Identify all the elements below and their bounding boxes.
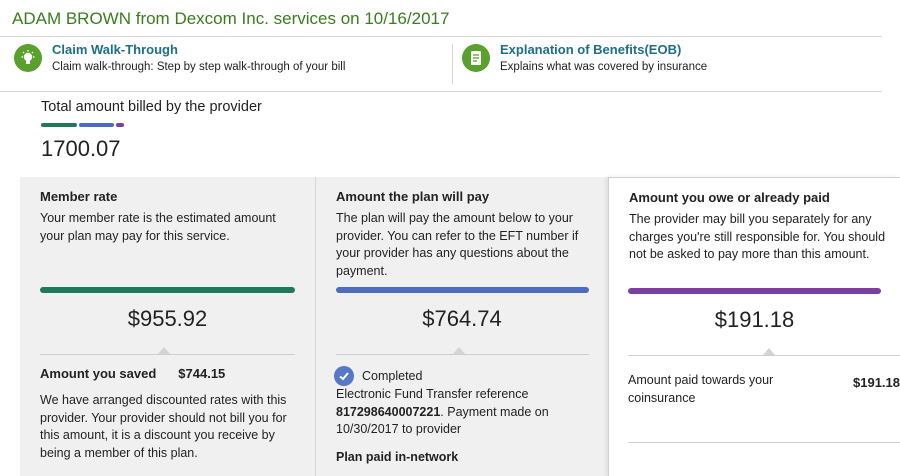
owe-amount: $191.18	[714, 307, 795, 332]
eft-reference: 817298640007221	[336, 404, 441, 419]
lightbulb-icon	[14, 44, 42, 72]
checkmark-icon	[334, 366, 354, 386]
page-title: ADAM BROWN from Dexcom Inc. services on …	[12, 9, 450, 28]
divider	[452, 44, 453, 84]
owe-bar	[628, 288, 881, 294]
document-icon	[462, 44, 490, 72]
eft-prefix: Electronic Fund Transfer reference	[336, 387, 529, 401]
plan-pay-amount: $764.74	[422, 306, 502, 331]
divider	[0, 36, 882, 37]
billed-breakdown-bars	[41, 123, 124, 127]
divider	[0, 91, 882, 92]
divider	[40, 354, 295, 355]
member-rate-desc: Your member rate is the estimated amount…	[40, 211, 276, 243]
eob-link[interactable]: Explanation of Benefits(EOB) Explains wh…	[462, 42, 707, 88]
network-status: Plan paid in-network	[336, 450, 459, 464]
owe-desc: The provider may bill you separately for…	[629, 212, 886, 261]
eob-title[interactable]: Explanation of Benefits(EOB)	[500, 42, 682, 57]
amount-saved-row: Amount you saved $744.15	[40, 366, 295, 381]
eft-suffix: . Payment made on 10/30/2017 to provider	[336, 404, 549, 437]
member-rate-column: Member rate Your member rate is the esti…	[20, 177, 315, 476]
plan-pay-desc: The plan will pay the amount below to yo…	[336, 211, 579, 278]
member-rate-mini-bar	[41, 123, 77, 127]
claim-walkthrough-desc: Claim walk-through: Step by step walk-th…	[52, 61, 346, 73]
divider	[628, 442, 900, 443]
plan-pay-heading: Amount the plan will pay	[336, 189, 490, 204]
owe-heading: Amount you owe or already paid	[629, 190, 830, 205]
divider	[336, 354, 589, 355]
claim-walkthrough-link[interactable]: Claim Walk-Through Claim walk-through: S…	[14, 42, 345, 88]
caret-up-icon	[763, 348, 775, 355]
cost-breakdown: Member rate Your member rate is the esti…	[20, 177, 900, 476]
plan-pay-bar	[336, 287, 589, 293]
caret-up-icon	[158, 347, 170, 354]
member-rate-heading: Member rate	[40, 189, 118, 204]
claim-walkthrough-title[interactable]: Claim Walk-Through	[52, 42, 178, 57]
amount-saved-value: $744.15	[178, 366, 226, 381]
payment-status: Completed	[334, 366, 422, 386]
amount-saved-desc: We have arranged discounted rates with t…	[40, 393, 287, 460]
eob-desc: Explains what was covered by insurance	[500, 61, 708, 73]
billed-amount: 1700.07	[41, 136, 121, 161]
coinsurance-value: $191.18	[853, 375, 900, 390]
owe-mini-bar	[116, 123, 124, 127]
amount-saved-label: Amount you saved	[40, 366, 157, 381]
member-rate-amount: $955.92	[127, 306, 208, 331]
member-rate-bar	[40, 287, 295, 293]
plan-pay-mini-bar	[79, 123, 114, 127]
owe-column: Amount you owe or already paid The provi…	[608, 177, 900, 476]
payment-status-label: Completed	[362, 369, 423, 383]
billed-label: Total amount billed by the provider	[41, 99, 262, 115]
divider	[628, 355, 900, 356]
coinsurance-label: Amount paid towards your coinsurance	[628, 373, 774, 405]
caret-up-icon	[453, 347, 465, 354]
plan-pay-column: Amount the plan will pay The plan will p…	[315, 177, 608, 476]
eft-details: Electronic Fund Transfer reference 81729…	[336, 386, 596, 439]
